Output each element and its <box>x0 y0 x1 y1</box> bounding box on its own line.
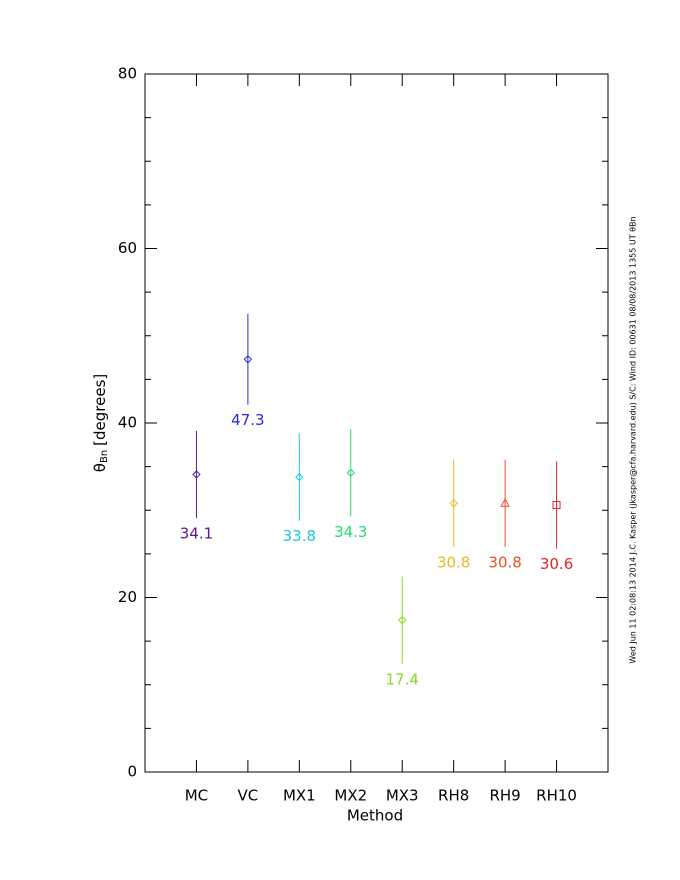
x-tick-label: MX2 <box>334 787 367 805</box>
y-label-symbol: θ <box>91 463 109 472</box>
y-tick-label: 40 <box>118 414 137 432</box>
marker <box>449 499 458 508</box>
marker <box>192 470 201 479</box>
y-axis-label: θBn [degrees] <box>91 374 111 472</box>
value-label: 34.1 <box>180 525 213 543</box>
marker <box>346 468 355 477</box>
x-tick-label: MX1 <box>283 787 316 805</box>
marker <box>243 355 253 364</box>
marker <box>552 501 561 510</box>
x-tick-label: MX3 <box>386 787 419 805</box>
marker <box>500 498 510 507</box>
value-label: 34.3 <box>334 523 367 541</box>
x-tick-label: MC <box>185 787 208 805</box>
x-tick-label: RH8 <box>438 787 469 805</box>
y-tick-label: 0 <box>127 763 137 781</box>
value-label: 30.8 <box>488 553 521 571</box>
side-note: Wed Jun 11 02:08:13 2014 J.C. Kasper (jk… <box>629 216 638 663</box>
value-label: 30.6 <box>540 555 573 573</box>
value-label: 47.3 <box>231 411 264 429</box>
y-tick-label: 60 <box>118 239 137 257</box>
x-tick-label: VC <box>238 787 259 805</box>
value-label: 30.8 <box>437 553 470 571</box>
y-tick-label: 80 <box>118 65 137 83</box>
plot-frame <box>144 73 609 773</box>
y-label-subscript: Bn <box>99 450 110 463</box>
y-label-unit: [degrees] <box>91 374 109 446</box>
x-tick-label: RH9 <box>489 787 520 805</box>
value-label: 17.4 <box>386 670 419 688</box>
x-axis-label: Method <box>347 807 403 825</box>
value-label: 33.8 <box>283 527 316 545</box>
x-tick-label: RH10 <box>536 787 577 805</box>
marker <box>398 615 407 625</box>
y-tick-label: 20 <box>118 588 137 606</box>
marker <box>295 472 304 482</box>
